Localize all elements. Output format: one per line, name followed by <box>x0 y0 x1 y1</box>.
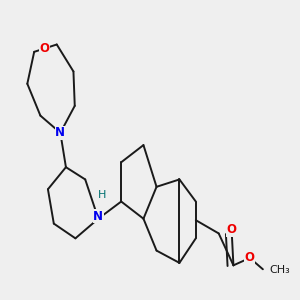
Text: O: O <box>40 42 50 55</box>
Text: CH₃: CH₃ <box>269 265 290 275</box>
Text: O: O <box>227 224 237 236</box>
Text: N: N <box>93 210 103 223</box>
Text: O: O <box>245 251 255 265</box>
Text: N: N <box>56 126 65 139</box>
Text: H: H <box>98 190 106 200</box>
